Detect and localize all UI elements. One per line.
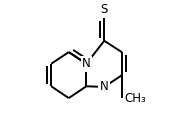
Text: S: S: [101, 3, 108, 16]
Text: CH₃: CH₃: [124, 92, 146, 105]
Text: N: N: [100, 80, 109, 93]
Text: N: N: [82, 57, 91, 70]
